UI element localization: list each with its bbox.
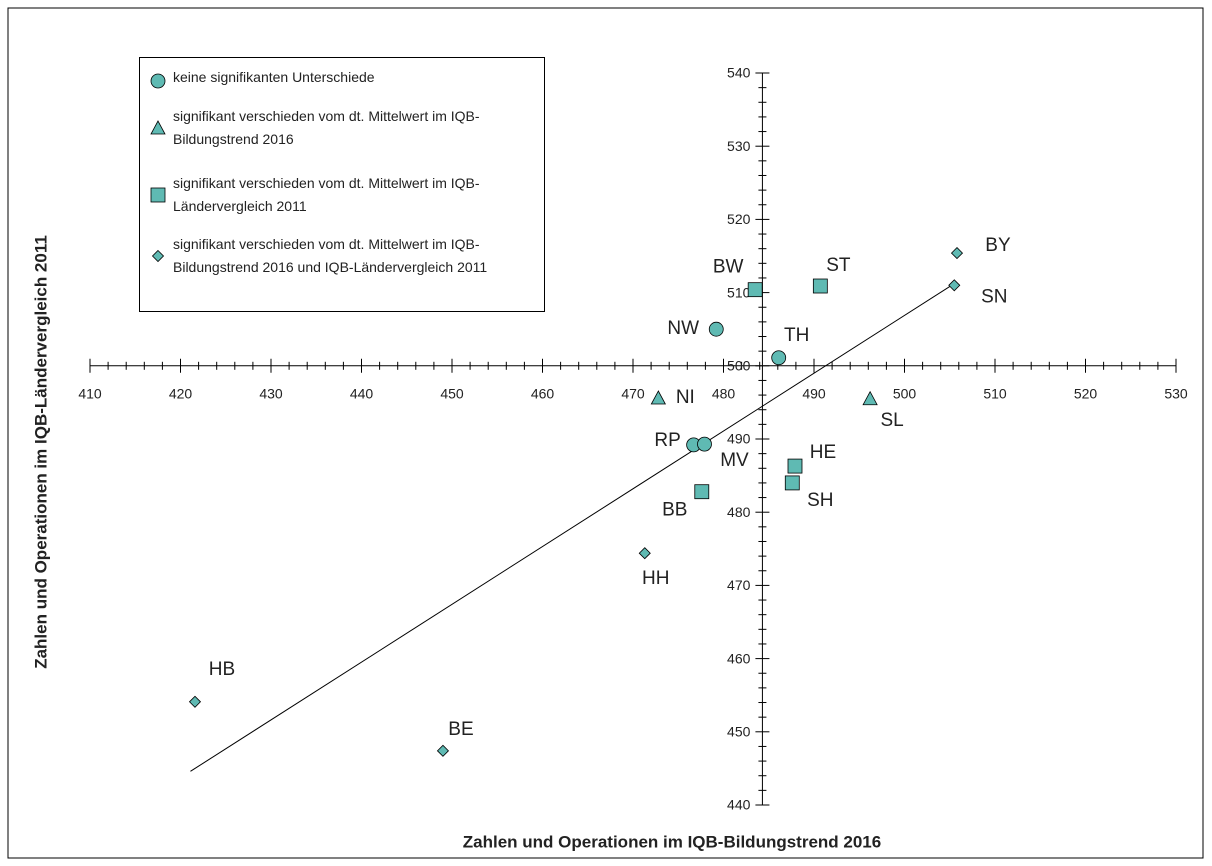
legend: keine signifikanten Unterschiede signifik… — [139, 57, 545, 312]
y-tick-label: 440 — [727, 797, 751, 813]
point — [812, 278, 828, 294]
x-tick-label: 530 — [1164, 386, 1188, 402]
point — [650, 390, 667, 405]
point — [697, 436, 712, 452]
x-tick-label: 500 — [893, 386, 917, 402]
legend-label: signifikant verschieden vom dt. Mittelwe… — [173, 175, 480, 214]
y-axis-title: Zahlen und Operationen im IQB-Länderverg… — [31, 235, 50, 669]
point — [151, 249, 165, 262]
point-label: HE — [810, 442, 836, 463]
point — [638, 547, 651, 560]
point-label: SH — [807, 490, 833, 511]
y-tick-label: 490 — [727, 431, 751, 447]
x-tick-label: 470 — [621, 386, 645, 402]
legend-marker — [150, 187, 166, 202]
point — [694, 484, 710, 500]
legend-marker — [151, 249, 165, 262]
point-label: HH — [642, 568, 669, 589]
y-tick-label: 480 — [727, 504, 751, 520]
point — [708, 321, 724, 337]
x-tick-label: 490 — [802, 386, 826, 402]
y-tick-label: 450 — [727, 724, 751, 740]
point-label: NW — [667, 318, 699, 339]
point-label: BW — [713, 257, 744, 278]
y-tick-label: 530 — [727, 138, 751, 154]
x-tick-label: 480 — [712, 386, 736, 402]
x-tick-label: 520 — [1074, 386, 1098, 402]
point — [150, 119, 166, 134]
trendline — [190, 282, 956, 772]
point-label: ST — [826, 255, 851, 276]
point — [787, 458, 803, 474]
point-label: BB — [662, 500, 687, 521]
point — [948, 279, 961, 292]
y-tick-label: 500 — [727, 358, 751, 374]
legend-marker — [150, 73, 166, 88]
x-tick-label: 410 — [78, 386, 102, 402]
point-label: BY — [985, 235, 1011, 256]
legend-marker — [150, 119, 166, 134]
point — [150, 73, 166, 88]
x-axis-title: Zahlen und Operationen im IQB-Bildungstr… — [463, 832, 881, 851]
point-label: RP — [654, 430, 680, 451]
point — [950, 247, 964, 260]
point-label: NI — [676, 387, 695, 408]
point-label: HB — [209, 659, 235, 680]
point-label: SN — [981, 286, 1007, 307]
y-tick-label: 460 — [727, 650, 751, 666]
point-label: SL — [880, 410, 903, 431]
point-label: MV — [720, 450, 749, 471]
legend-label: signifikant verschieden vom dt. Mittelwe… — [173, 108, 480, 147]
y-tick-label: 510 — [727, 284, 751, 300]
y-tick-label: 540 — [727, 65, 751, 81]
point — [862, 390, 878, 406]
point — [784, 475, 800, 491]
x-tick-label: 450 — [440, 386, 464, 402]
x-tick-label: 420 — [169, 386, 193, 402]
legend-label: signifikant verschieden vom dt. Mittelwe… — [173, 236, 488, 275]
point — [436, 744, 450, 757]
x-tick-label: 430 — [259, 386, 283, 402]
point — [747, 282, 763, 298]
point — [150, 187, 166, 202]
x-tick-label: 460 — [531, 386, 555, 402]
point — [188, 695, 202, 708]
x-tick-label: 510 — [983, 386, 1007, 402]
point-label: BE — [448, 719, 473, 740]
y-tick-label: 470 — [727, 577, 751, 593]
point — [771, 350, 787, 366]
legend-label: keine signifikanten Unterschiede — [173, 69, 375, 85]
y-tick-label: 520 — [727, 211, 751, 227]
point-label: TH — [784, 325, 809, 346]
x-tick-label: 440 — [350, 386, 374, 402]
